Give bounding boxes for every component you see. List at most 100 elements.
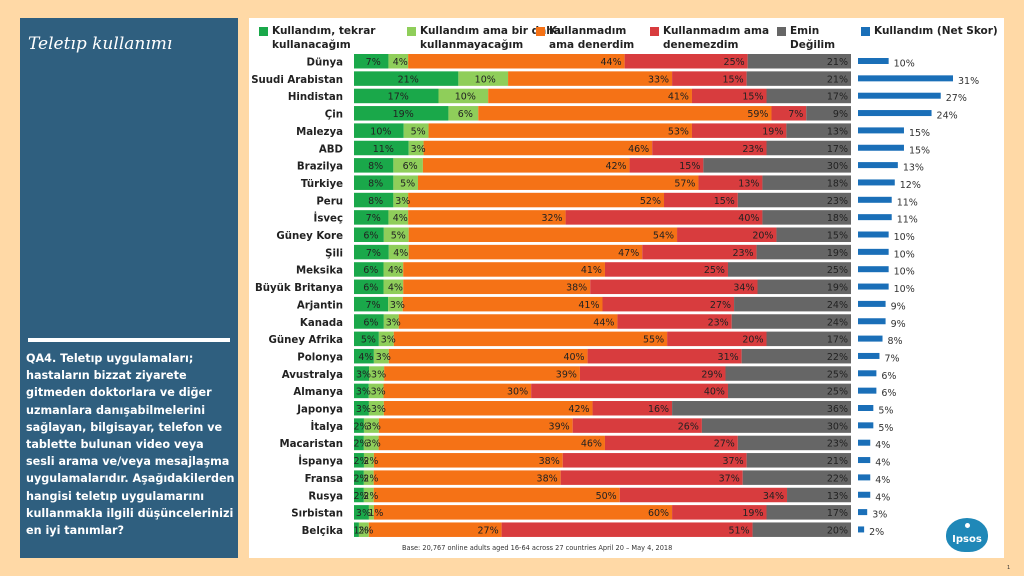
bar-segment	[388, 54, 409, 69]
net-score-label: 2%	[869, 527, 884, 538]
bar-segment	[403, 279, 591, 295]
bar-segment	[354, 453, 364, 468]
category-label: ABD	[319, 144, 343, 155]
data-label: 20%	[752, 231, 773, 242]
net-score-label: 4%	[875, 475, 890, 486]
bar-segment	[383, 401, 593, 416]
bar-segment	[354, 418, 364, 433]
bar-segment	[354, 106, 449, 121]
category-label: Peru	[316, 196, 343, 207]
bar-segment	[766, 505, 851, 520]
data-label: 37%	[719, 473, 740, 484]
bar-segment	[766, 331, 851, 347]
question-text: QA4. Teletıp uygulamaları; hastaların bi…	[26, 352, 235, 538]
category-label: Güney Afrika	[269, 335, 344, 346]
bar-segment	[354, 383, 369, 399]
data-label: 51%	[728, 525, 749, 536]
data-label: 52%	[640, 196, 661, 207]
data-label: 50%	[596, 491, 617, 502]
data-label: 3%	[356, 508, 371, 519]
data-label: 15%	[827, 231, 848, 242]
legend-swatch	[777, 27, 786, 36]
net-score-label: 15%	[909, 145, 930, 156]
net-score-label: 10%	[894, 232, 915, 243]
category-label: Macaristan	[279, 439, 343, 450]
bar-segment	[408, 244, 643, 260]
bar-segment	[354, 244, 389, 260]
data-label: 25%	[827, 387, 848, 398]
page-number: 1	[1007, 565, 1011, 571]
bar-segment	[572, 418, 702, 433]
data-label: 42%	[568, 404, 589, 415]
bar-segment	[354, 505, 369, 520]
data-label: 42%	[605, 161, 626, 172]
net-score-bar	[858, 474, 871, 481]
bar-segment	[786, 123, 851, 138]
bar-segment	[373, 470, 561, 485]
category-label: Polonya	[297, 352, 343, 363]
bar-segment	[776, 227, 851, 242]
data-label: 18%	[827, 178, 848, 189]
net-score-bar	[858, 196, 892, 203]
data-label: 57%	[674, 178, 695, 189]
data-label: 2%	[363, 473, 378, 484]
net-score-label: 8%	[888, 336, 903, 347]
data-label: 2%	[353, 491, 368, 502]
bar-segment	[388, 348, 588, 364]
data-label: 6%	[403, 161, 418, 172]
data-label: 23%	[827, 439, 848, 450]
net-score-label: 27%	[946, 93, 967, 104]
net-score-label: 4%	[875, 458, 890, 469]
bar-segment	[408, 227, 678, 242]
bar-segment	[422, 158, 630, 173]
bar-segment	[698, 175, 763, 190]
data-label: 9%	[833, 109, 848, 120]
bar-segment	[403, 123, 429, 138]
data-label: 20%	[742, 335, 763, 346]
ipsos-logo-text: Ipsos	[952, 534, 982, 545]
data-label: 40%	[738, 213, 759, 224]
data-label: 15%	[742, 92, 763, 103]
title-divider	[28, 338, 230, 342]
data-label: 4%	[388, 283, 403, 294]
bar-segment	[701, 418, 851, 433]
data-label: 6%	[363, 283, 378, 294]
data-label: 19%	[827, 283, 848, 294]
bar-segment	[592, 401, 673, 416]
bar-segment	[368, 522, 502, 537]
data-label: 10%	[475, 74, 496, 85]
data-label: 47%	[618, 248, 639, 259]
bar-segment	[667, 331, 767, 347]
legend-swatch	[407, 27, 416, 36]
bar-segment	[408, 210, 566, 225]
stacked-bar-chart: Kullandım, tekrar kullanacağım Kullandım a…	[251, 25, 998, 538]
data-label: 5%	[391, 231, 406, 242]
data-label: 17%	[827, 92, 848, 103]
data-label: 44%	[593, 317, 614, 328]
bar-segment	[737, 435, 851, 451]
data-label: 37%	[723, 456, 744, 467]
chart-panel: Kullandım, tekrar kullanacağım Kullandım a…	[249, 18, 1004, 558]
data-label: 5%	[400, 178, 415, 189]
category-label: Rusya	[308, 491, 343, 502]
data-label: 1%	[368, 508, 383, 519]
bar-segment	[354, 279, 384, 295]
data-label: 33%	[648, 74, 669, 85]
net-score-label: 3%	[872, 510, 887, 521]
data-label: 3%	[356, 404, 371, 415]
data-label: 17%	[827, 335, 848, 346]
data-label: 5%	[411, 126, 426, 137]
data-label: 19%	[762, 126, 783, 137]
net-score-label: 24%	[937, 111, 958, 122]
data-label: 21%	[398, 74, 419, 85]
category-label: Kanada	[300, 318, 343, 329]
data-label: 16%	[648, 404, 669, 415]
data-label: 44%	[601, 57, 622, 68]
bar-segment	[354, 227, 384, 242]
bar-segment	[354, 522, 359, 537]
bar-segment	[417, 175, 699, 190]
data-label: 23%	[827, 196, 848, 207]
bar-segment	[354, 435, 364, 451]
bar-segment	[664, 192, 738, 208]
net-score-bar	[858, 300, 886, 307]
